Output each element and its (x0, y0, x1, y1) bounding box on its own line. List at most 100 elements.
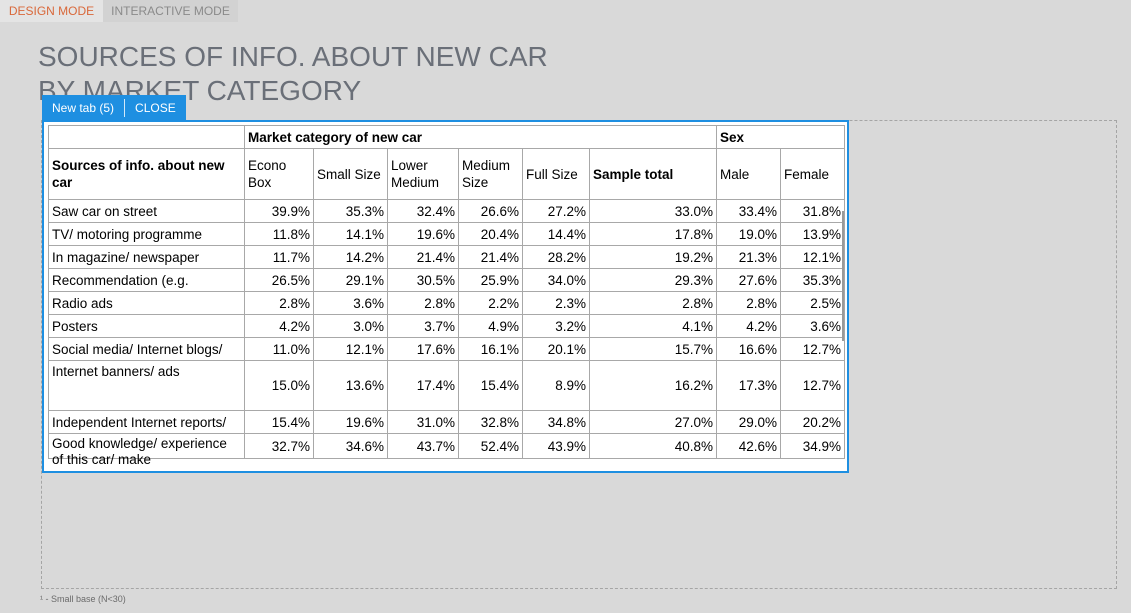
cell: 8.9% (522, 360, 590, 411)
tabstrip-divider (124, 99, 126, 117)
row-label: In magazine/ newspaper (48, 245, 245, 269)
cell: 19.2% (589, 245, 717, 269)
group-header-row: Market category of new car Sex (48, 125, 845, 149)
cell: 2.2% (458, 291, 523, 315)
cell: 32.7% (244, 433, 314, 459)
column-header-row: Sources of info. about new car Econo Box… (48, 148, 845, 200)
cell: 19.6% (313, 410, 388, 434)
cell: 16.1% (458, 337, 523, 361)
cell: 13.9% (780, 222, 845, 246)
column-header: Lower Medium (387, 148, 459, 200)
column-header: Full Size (522, 148, 590, 200)
cell: 4.2% (244, 314, 314, 338)
cell: 34.8% (522, 410, 590, 434)
cell: 25.9% (458, 268, 523, 292)
cell: 15.4% (244, 410, 314, 434)
cell: 29.1% (313, 268, 388, 292)
new-tab-button[interactable]: New tab (5) (52, 101, 115, 115)
close-button[interactable]: CLOSE (135, 101, 176, 115)
table-scrollbar[interactable] (842, 211, 844, 341)
cell: 12.1% (313, 337, 388, 361)
cell: 4.1% (589, 314, 717, 338)
cell: 33.0% (589, 199, 717, 223)
row-label: Internet banners/ ads (48, 360, 245, 411)
cell: 21.4% (387, 245, 459, 269)
cell: 12.7% (780, 337, 845, 361)
cell: 39.9% (244, 199, 314, 223)
row-label: Saw car on street (48, 199, 245, 223)
table-row: Good knowledge/ experience of this car/ … (48, 433, 845, 467)
cell: 35.3% (780, 268, 845, 292)
cell: 3.2% (522, 314, 590, 338)
row-label: Radio ads (48, 291, 245, 315)
cell: 14.1% (313, 222, 388, 246)
table-container: Market category of new car Sex Sources o… (48, 125, 845, 470)
row-label: Good knowledge/ experience of this car/ … (48, 433, 245, 467)
table-row: Internet banners/ ads 15.0% 13.6% 17.4% … (48, 360, 845, 411)
table-row: Saw car on street 39.9% 35.3% 32.4% 26.6… (48, 199, 845, 223)
column-header: Female (780, 148, 845, 200)
row-label-text: Good knowledge/ experience of this car/ … (52, 436, 227, 467)
cell: 17.6% (387, 337, 459, 361)
cell: 27.2% (522, 199, 590, 223)
column-header: Medium Size (458, 148, 523, 200)
cell: 30.5% (387, 268, 459, 292)
cell: 27.0% (589, 410, 717, 434)
cell: 11.7% (244, 245, 314, 269)
cell: 2.8% (387, 291, 459, 315)
cell: 26.5% (244, 268, 314, 292)
cell: 2.3% (522, 291, 590, 315)
column-header: Male (716, 148, 781, 200)
cell: 14.4% (522, 222, 590, 246)
cell: 34.6% (313, 433, 388, 459)
cell: 13.6% (313, 360, 388, 411)
cell: 3.6% (780, 314, 845, 338)
cell: 34.0% (522, 268, 590, 292)
table-row: Recommendation (e.g. 26.5% 29.1% 30.5% 2… (48, 268, 845, 292)
column-header: Sample total (589, 148, 717, 200)
cell: 21.3% (716, 245, 781, 269)
row-header: Sources of info. about new car (48, 148, 245, 200)
cell: 52.4% (458, 433, 523, 459)
interactive-mode-tab[interactable]: INTERACTIVE MODE (103, 0, 238, 22)
row-label: Posters (48, 314, 245, 338)
cell: 17.3% (716, 360, 781, 411)
cell: 17.4% (387, 360, 459, 411)
row-label: Social media/ Internet blogs/ (48, 337, 245, 361)
market-category-header: Market category of new car (244, 125, 717, 149)
cell: 17.8% (589, 222, 717, 246)
cell: 3.7% (387, 314, 459, 338)
table-row: Radio ads 2.8% 3.6% 2.8% 2.2% 2.3% 2.8% … (48, 291, 845, 315)
cell: 16.2% (589, 360, 717, 411)
cell: 2.8% (589, 291, 717, 315)
cell: 3.6% (313, 291, 388, 315)
mode-bar: DESIGN MODE INTERACTIVE MODE (0, 0, 1131, 22)
table-row: In magazine/ newspaper 11.7% 14.2% 21.4%… (48, 245, 845, 269)
cell: 2.8% (716, 291, 781, 315)
page-title: SOURCES OF INFO. ABOUT NEW CAR BY MARKET… (38, 40, 548, 108)
cell: 27.6% (716, 268, 781, 292)
cell: 31.0% (387, 410, 459, 434)
cell: 15.0% (244, 360, 314, 411)
cell: 2.8% (244, 291, 314, 315)
cell: 33.4% (716, 199, 781, 223)
cell: 20.1% (522, 337, 590, 361)
cell: 29.3% (589, 268, 717, 292)
cell: 32.8% (458, 410, 523, 434)
design-mode-tab[interactable]: DESIGN MODE (0, 0, 103, 22)
row-label: Recommendation (e.g. (48, 268, 245, 292)
cell: 19.6% (387, 222, 459, 246)
cell: 20.2% (780, 410, 845, 434)
cell: 26.6% (458, 199, 523, 223)
sex-header: Sex (716, 125, 845, 149)
table-row: TV/ motoring programme 11.8% 14.1% 19.6%… (48, 222, 845, 246)
footnote: ¹ - Small base (N<30) (40, 594, 126, 604)
cell: 15.4% (458, 360, 523, 411)
page-title-line-1: SOURCES OF INFO. ABOUT NEW CAR (38, 41, 548, 72)
cell: 21.4% (458, 245, 523, 269)
cell: 43.9% (522, 433, 590, 459)
table-widget[interactable]: Market category of new car Sex Sources o… (42, 120, 849, 473)
cell: 11.0% (244, 337, 314, 361)
cell: 43.7% (387, 433, 459, 459)
corner-cell (48, 125, 245, 149)
